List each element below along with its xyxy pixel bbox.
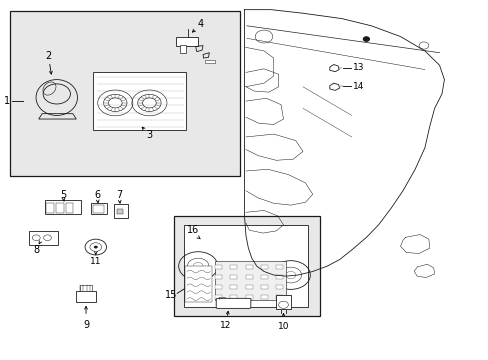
Bar [176, 37, 198, 45]
Text: 5: 5 [60, 190, 66, 200]
Bar [245, 275, 252, 279]
Bar [183, 225, 307, 307]
Bar [245, 265, 252, 269]
Bar [276, 285, 283, 289]
Bar [180, 45, 185, 53]
Bar [204, 60, 215, 63]
Bar [65, 203, 73, 213]
Polygon shape [329, 83, 339, 90]
Bar [76, 291, 96, 302]
Bar [44, 201, 81, 214]
Bar [230, 285, 237, 289]
Text: 1: 1 [3, 96, 10, 106]
Bar [91, 203, 106, 214]
Text: 9: 9 [83, 320, 89, 330]
Bar [276, 275, 283, 279]
Bar [276, 295, 283, 299]
Bar [117, 210, 123, 214]
Text: 4: 4 [197, 19, 203, 29]
Bar [56, 203, 63, 213]
Bar [184, 266, 211, 302]
Bar [215, 265, 222, 269]
Text: 15: 15 [165, 291, 177, 301]
Bar [93, 206, 103, 213]
Bar [29, 231, 58, 244]
Circle shape [94, 246, 98, 248]
Bar [215, 295, 222, 299]
Text: 14: 14 [352, 82, 364, 91]
Bar [276, 265, 283, 269]
Circle shape [363, 37, 368, 41]
Bar [230, 275, 237, 279]
Bar [80, 285, 92, 291]
Text: 10: 10 [277, 322, 289, 331]
Bar [10, 12, 239, 176]
Bar [215, 261, 285, 300]
Bar [261, 295, 267, 299]
Bar [93, 72, 185, 130]
Bar [276, 295, 290, 309]
Bar [114, 204, 128, 218]
Text: 8: 8 [34, 245, 40, 255]
Bar [261, 275, 267, 279]
Text: 13: 13 [352, 63, 364, 72]
Bar [245, 285, 252, 289]
Text: 11: 11 [90, 257, 102, 266]
Text: 16: 16 [187, 225, 199, 235]
Bar [46, 203, 54, 213]
Text: 12: 12 [220, 321, 231, 330]
Text: 7: 7 [116, 190, 122, 200]
Bar [215, 275, 222, 279]
Bar [230, 295, 237, 299]
Polygon shape [329, 64, 338, 72]
Bar [245, 295, 252, 299]
Text: 2: 2 [45, 51, 52, 61]
Text: 3: 3 [146, 130, 152, 140]
Text: 6: 6 [94, 190, 100, 200]
Bar [173, 216, 320, 316]
Bar [261, 285, 267, 289]
FancyBboxPatch shape [216, 298, 250, 309]
Bar [230, 265, 237, 269]
Bar [215, 285, 222, 289]
Bar [261, 265, 267, 269]
